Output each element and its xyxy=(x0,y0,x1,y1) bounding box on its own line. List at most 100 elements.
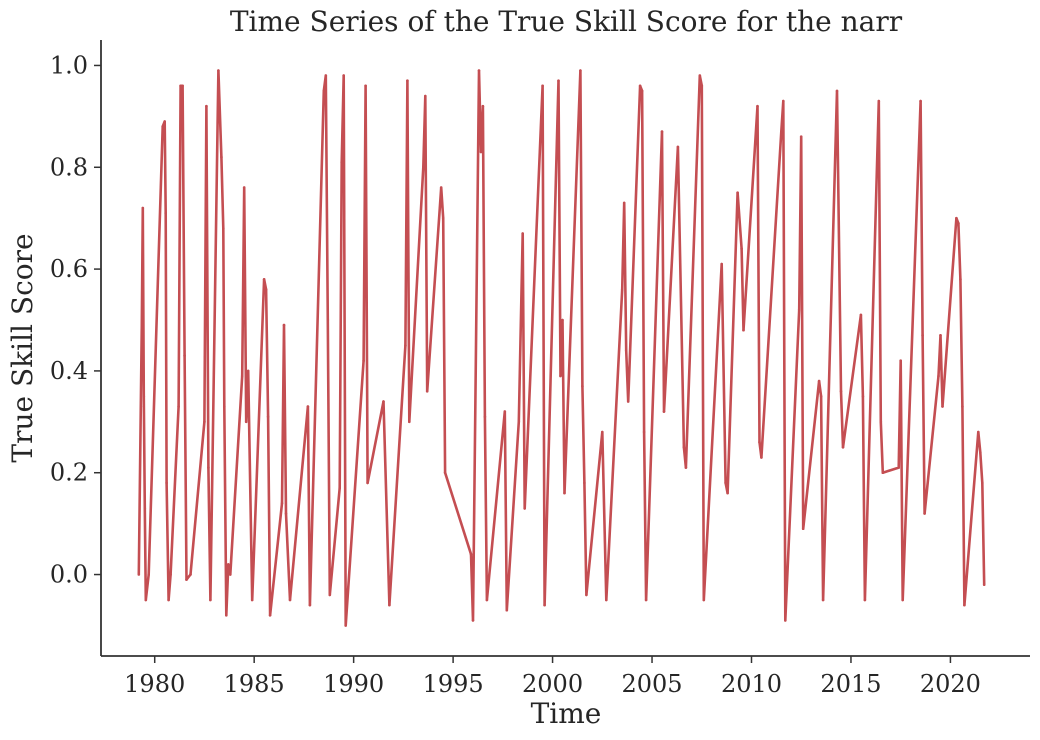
data-point xyxy=(477,69,481,72)
x-tick-label: 2010 xyxy=(721,670,782,698)
x-tick-label: 1990 xyxy=(323,670,384,698)
data-point xyxy=(189,573,192,576)
data-point xyxy=(720,262,723,266)
data-point xyxy=(684,466,688,469)
data-point xyxy=(897,466,900,469)
data-point xyxy=(726,491,729,495)
data-point xyxy=(242,186,246,189)
data-point xyxy=(682,446,686,449)
data-point xyxy=(919,99,922,103)
x-tick-label: 1995 xyxy=(423,670,484,698)
data-point xyxy=(979,451,982,454)
data-point xyxy=(899,359,902,363)
data-point xyxy=(342,74,346,77)
x-tick-label: 2015 xyxy=(820,670,881,698)
data-point xyxy=(937,374,940,378)
data-point xyxy=(959,278,962,281)
y-tick-label: 0.2 xyxy=(50,459,88,487)
x-axis-label: Time xyxy=(531,697,602,730)
data-point xyxy=(622,201,626,205)
chart-title: Time Series of the True Skill Score for … xyxy=(230,5,903,38)
data-point xyxy=(543,603,546,607)
data-point xyxy=(563,491,566,495)
data-point xyxy=(939,334,942,337)
data-point xyxy=(425,390,429,393)
data-point xyxy=(169,573,172,576)
data-point xyxy=(424,94,427,98)
data-point xyxy=(408,420,411,424)
data-point xyxy=(801,527,805,530)
data-point xyxy=(605,598,608,602)
data-point xyxy=(167,598,170,602)
data-point xyxy=(246,369,250,373)
data-point xyxy=(164,211,167,215)
data-point xyxy=(758,440,761,444)
data-point xyxy=(362,359,365,363)
data-point xyxy=(404,344,407,347)
data-point xyxy=(642,430,646,434)
data-point xyxy=(205,104,208,108)
data-point xyxy=(306,405,310,408)
data-point xyxy=(861,395,865,398)
data-point xyxy=(982,583,986,586)
data-point xyxy=(266,415,270,419)
data-point xyxy=(782,99,785,103)
data-point xyxy=(521,232,524,235)
data-point xyxy=(581,384,584,388)
data-point xyxy=(443,471,447,475)
data-point xyxy=(147,573,150,576)
data-point xyxy=(841,446,845,449)
data-point xyxy=(209,598,212,602)
data-point xyxy=(923,512,926,515)
x-tick-label: 2005 xyxy=(621,670,682,698)
data-point xyxy=(698,74,702,77)
y-ticks: 0.0 0.2 0.4 0.6 0.8 1.0 xyxy=(50,51,101,589)
data-point xyxy=(469,552,473,556)
data-point xyxy=(626,400,630,403)
data-point xyxy=(288,598,292,602)
data-point xyxy=(863,598,867,602)
data-point xyxy=(220,155,223,159)
data-point xyxy=(161,125,164,128)
data-point xyxy=(183,354,186,357)
data-point xyxy=(225,614,228,617)
data-points xyxy=(137,69,986,627)
x-ticks: 1980 1985 1990 1995 2000 2005 2010 2015 2020 xyxy=(124,656,981,698)
y-tick-label: 0.0 xyxy=(50,561,88,589)
data-point xyxy=(479,150,483,154)
data-point xyxy=(859,313,863,317)
x-tick-label: 1985 xyxy=(224,670,285,698)
data-point xyxy=(485,598,489,602)
data-point xyxy=(308,603,312,607)
data-point xyxy=(921,334,924,337)
data-point xyxy=(144,598,148,602)
data-point xyxy=(471,619,475,622)
tss-series-line xyxy=(137,69,986,627)
data-point xyxy=(799,135,803,138)
data-point xyxy=(422,166,425,169)
data-point xyxy=(181,84,184,88)
y-tick-label: 1.0 xyxy=(50,51,88,79)
data-point xyxy=(835,89,839,93)
data-point xyxy=(328,593,332,597)
data-point xyxy=(268,614,272,617)
data-point xyxy=(322,89,326,93)
data-point xyxy=(366,481,369,485)
data-point xyxy=(517,420,521,424)
x-tick-label: 1980 xyxy=(124,670,185,698)
data-point xyxy=(961,405,964,408)
data-point xyxy=(877,99,881,103)
data-point xyxy=(382,400,385,403)
data-point xyxy=(139,405,143,408)
data-point xyxy=(280,502,284,505)
data-point xyxy=(177,405,180,408)
data-point xyxy=(344,624,348,627)
data-point xyxy=(388,603,391,607)
data-point xyxy=(784,619,787,622)
data-point xyxy=(724,481,727,485)
data-point xyxy=(561,318,564,322)
data-point xyxy=(227,563,230,566)
data-point xyxy=(143,507,147,510)
data-point xyxy=(481,104,485,108)
data-point xyxy=(660,130,664,133)
